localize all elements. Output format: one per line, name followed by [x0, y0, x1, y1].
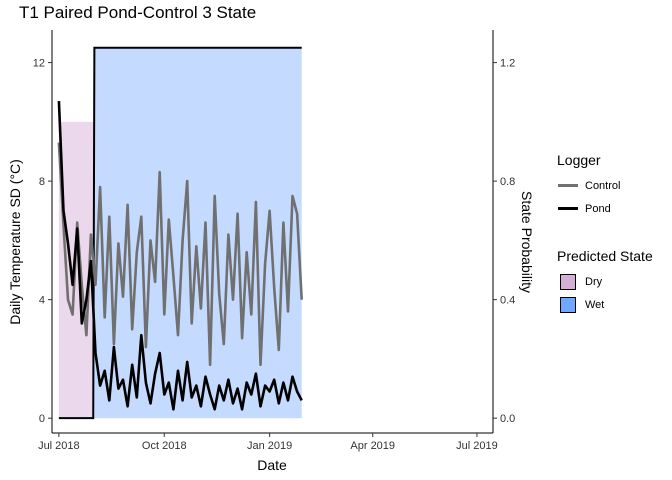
control-line-key	[558, 184, 578, 187]
dry-swatch	[560, 273, 576, 290]
y-tick-label: 12	[33, 58, 45, 70]
legend-label-pond: Pond	[585, 202, 611, 215]
x-tick-label: Jan 2019	[247, 440, 292, 452]
state-legend-title: Predicted State	[557, 248, 653, 264]
pond-line-key	[558, 207, 578, 210]
legend-label-wet: Wet	[585, 298, 605, 311]
legend-label-dry: Dry	[585, 275, 603, 288]
y-tick-label: 0	[39, 413, 45, 425]
x-tick-label: Apr 2019	[350, 440, 395, 452]
y2-tick-label: 1.2	[500, 58, 515, 70]
y-axis-label: Daily Temperature SD (°C)	[7, 159, 23, 325]
y-tick-label: 4	[39, 295, 45, 307]
state-legend: Predicted State Dry Wet	[557, 248, 653, 316]
legend-item-pond: Pond	[557, 197, 620, 220]
series-layer	[57, 101, 303, 411]
state-probability-layer	[58, 46, 302, 420]
legend-item-wet: Wet	[557, 293, 653, 316]
series-line-control	[57, 142, 303, 367]
x-tick-label: Oct 2018	[142, 440, 187, 452]
legend-label-control: Control	[585, 179, 621, 192]
y2-tick-label: 0.0	[500, 413, 515, 425]
y-tick-label: 8	[39, 176, 45, 188]
x-axis-label: Date	[257, 457, 287, 473]
y2-tick-label: 0.4	[500, 295, 515, 307]
logger-legend-title: Logger	[557, 152, 601, 168]
y2-tick-label: 0.8	[500, 176, 515, 188]
x-tick-label: Jul 2018	[38, 440, 80, 452]
chart-title: T1 Paired Pond-Control 3 State	[19, 3, 257, 22]
logger-legend: Logger Control Pond	[557, 152, 620, 220]
state-probability-line	[58, 46, 302, 420]
axes-layer: 0 4 8 12 0.0 0.4 0.8 1.2 Jul 2018 Oct 2018 Jan 201…	[33, 30, 515, 452]
legend-item-control: Control	[557, 174, 620, 197]
legend-item-dry: Dry	[557, 270, 653, 293]
y2-axis-label: State Probability	[519, 191, 535, 293]
wet-swatch	[560, 296, 576, 313]
series-line-pond	[57, 101, 303, 411]
x-tick-label: Jul 2019	[456, 440, 498, 452]
